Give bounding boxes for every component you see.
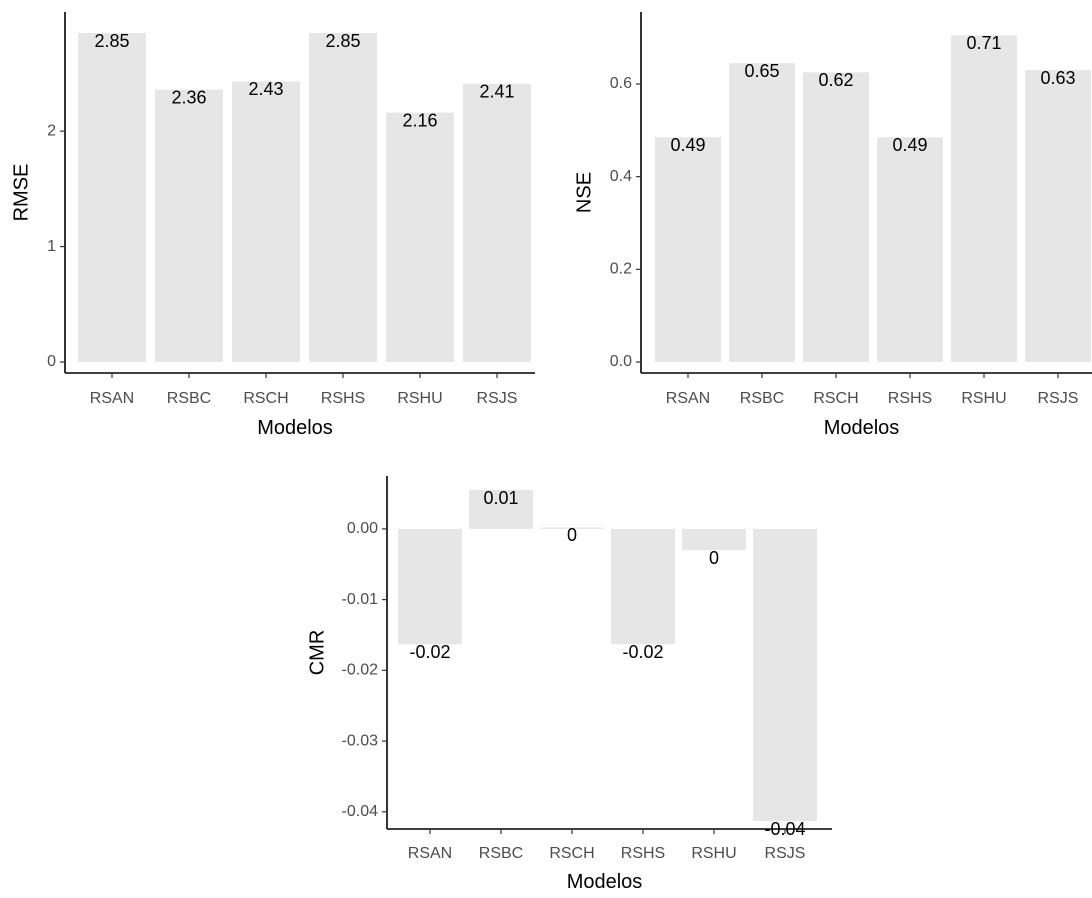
nse-x-tick-label: RSJS [1038, 390, 1079, 407]
cmr-data-label: 0.01 [483, 488, 518, 508]
cmr-bar-rsan [398, 528, 462, 645]
rmse-bar-rsan [78, 33, 146, 362]
cmr-y-tick-label: -0.03 [342, 732, 379, 749]
nse-bar-rsan [655, 137, 721, 362]
rmse-bar-rshs [309, 33, 377, 362]
rmse-x-tick-label: RSJS [477, 390, 518, 407]
nse-x-tick-label: RSBC [740, 390, 784, 407]
cmr-x-tick-label: RSJS [765, 845, 806, 862]
cmr-x-tick-label: RSBC [479, 845, 523, 862]
rmse-data-label: 2.16 [402, 110, 437, 130]
cmr-x-tick-label: RSHU [691, 845, 736, 862]
nse-bar-rsch [803, 72, 869, 362]
rmse-chart: 2.85 2.36 2.43 2.85 2.16 2.41 0 1 2 RSAN RSBC RSCH R… [10, 12, 535, 439]
rmse-y-tick-label: 1 [47, 238, 56, 255]
nse-y-tick-label: 0.4 [610, 168, 632, 185]
rmse-y-tick-label: 2 [47, 122, 56, 139]
nse-data-label: 0.63 [1040, 68, 1075, 88]
rmse-x-tick-label: RSCH [243, 390, 288, 407]
cmr-data-label: 0 [567, 525, 577, 545]
cmr-bar-rshu [682, 528, 746, 551]
rmse-x-tick-label: RSHU [397, 390, 442, 407]
nse-x-tick-label: RSCH [813, 390, 858, 407]
rmse-data-label: 2.85 [94, 31, 129, 51]
rmse-y-tick-label: 0 [47, 353, 56, 370]
nse-data-label: 0.49 [670, 135, 705, 155]
cmr-data-label: -0.02 [409, 642, 450, 662]
rmse-x-tick-label: RSHS [321, 390, 365, 407]
rmse-bar-rshu [386, 112, 454, 362]
nse-x-tick-label: RSHU [961, 390, 1006, 407]
cmr-data-label: -0.02 [622, 642, 663, 662]
rmse-x-tick-label: RSAN [90, 390, 134, 407]
cmr-data-label: 0 [709, 548, 719, 568]
cmr-x-axis-title: Modelos [567, 871, 643, 893]
rmse-x-tick-label: RSBC [167, 390, 211, 407]
nse-y-tick-label: 0.0 [610, 353, 632, 370]
cmr-chart: -0.02 0.01 0 -0.02 0 -0.04 0.00 -0.01 -0.02 -0.03… [306, 476, 832, 893]
cmr-y-axis-title: CMR [306, 630, 328, 676]
rmse-data-label: 2.85 [325, 31, 360, 51]
rmse-bar-rsch [232, 81, 300, 363]
nse-bar-rsbc [729, 63, 795, 362]
rmse-data-label: 2.41 [479, 82, 514, 102]
cmr-bar-rsch [540, 527, 604, 529]
nse-data-label: 0.65 [744, 61, 779, 81]
nse-bar-rshs [877, 137, 943, 362]
cmr-y-tick-label: -0.01 [342, 591, 379, 608]
cmr-bar-rsbc [469, 490, 533, 529]
nse-y-tick-label: 0.2 [610, 261, 632, 278]
cmr-bar-rsjs [753, 528, 817, 821]
rmse-bar-rsbc [155, 89, 223, 362]
cmr-x-tick-label: RSHS [621, 845, 665, 862]
rmse-data-label: 2.36 [171, 87, 206, 107]
nse-x-tick-label: RSHS [888, 390, 932, 407]
cmr-x-tick-label: RSCH [549, 845, 594, 862]
nse-chart: 0.49 0.65 0.62 0.49 0.71 0.63 0.0 0.2 0.4 0.6 RSAN… [573, 12, 1092, 439]
nse-bar-rshu [951, 35, 1017, 363]
cmr-y-tick-label: 0.00 [347, 520, 378, 537]
rmse-data-label: 2.43 [248, 79, 283, 99]
cmr-x-tick-label: RSAN [408, 845, 452, 862]
nse-x-tick-label: RSAN [666, 390, 710, 407]
nse-y-tick-label: 0.6 [610, 75, 632, 92]
cmr-bar-rshs [611, 528, 675, 645]
nse-data-label: 0.71 [966, 33, 1001, 53]
nse-data-label: 0.62 [818, 70, 853, 90]
rmse-y-axis-title: RMSE [10, 164, 32, 222]
cmr-y-tick-label: -0.04 [342, 803, 379, 820]
nse-data-label: 0.49 [892, 135, 927, 155]
cmr-y-tick-label: -0.02 [342, 662, 379, 679]
nse-x-axis-title: Modelos [824, 417, 900, 439]
nse-bar-rsjs [1025, 70, 1091, 362]
rmse-bar-rsjs [463, 83, 531, 363]
nse-y-axis-title: NSE [573, 172, 595, 213]
rmse-x-axis-title: Modelos [257, 417, 333, 439]
